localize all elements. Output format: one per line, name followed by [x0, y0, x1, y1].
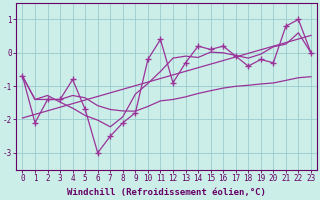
X-axis label: Windchill (Refroidissement éolien,°C): Windchill (Refroidissement éolien,°C)	[67, 188, 266, 197]
